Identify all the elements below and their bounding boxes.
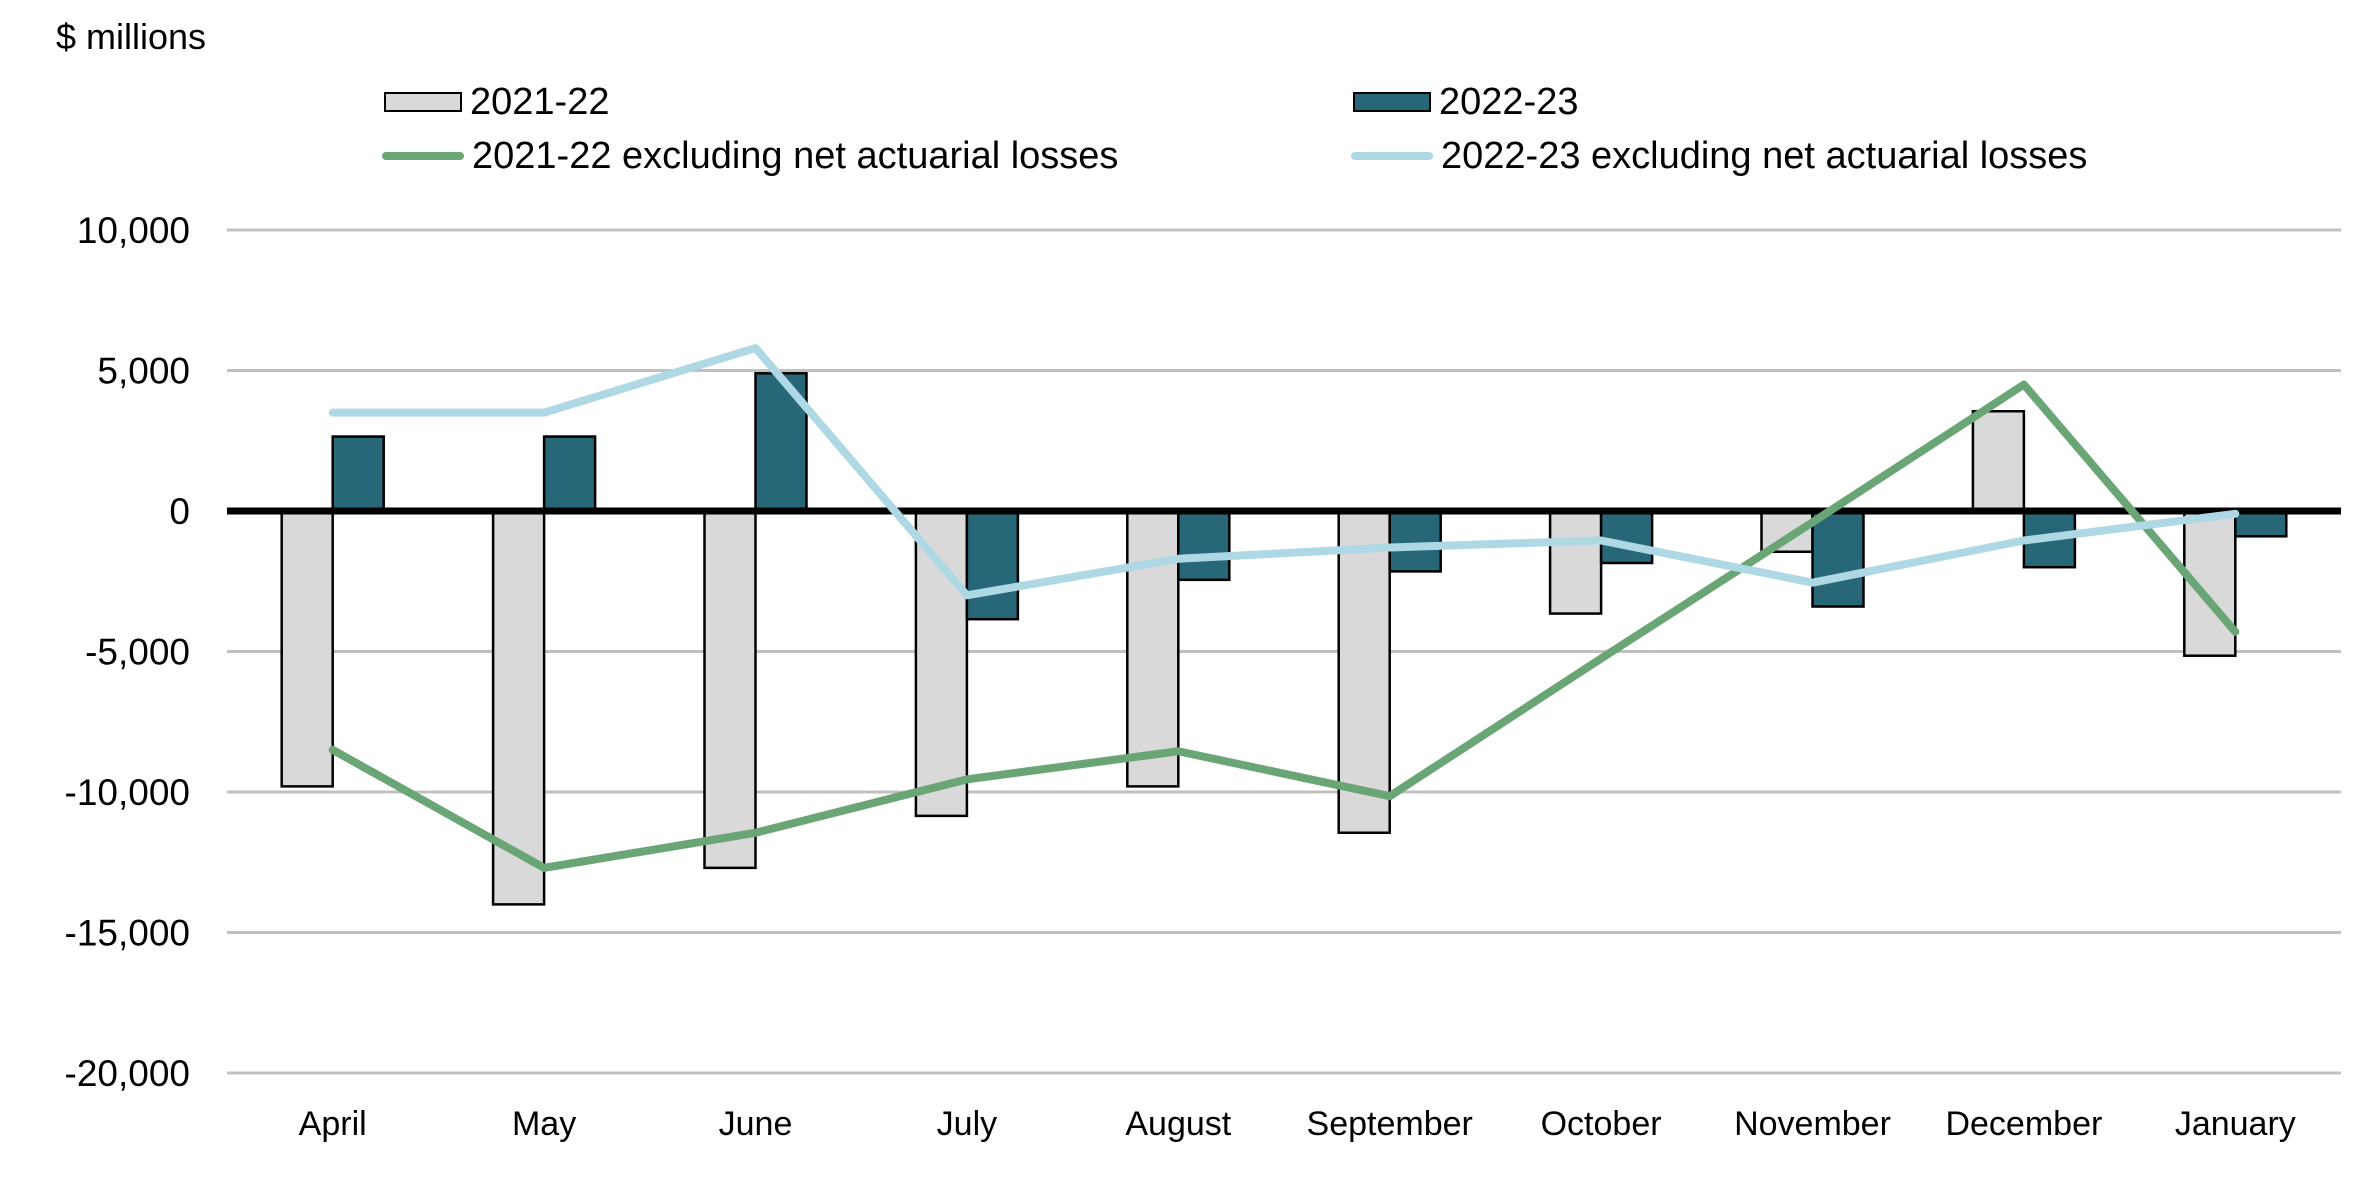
bar-2021-22-june [703,509,757,870]
bar-2021-22-december [1971,409,2026,513]
x-tick-label: July [937,1105,997,1143]
x-tick-label: August [1125,1105,1231,1143]
y-tick-label: -10,000 [65,772,191,813]
legend-item-2021-22: 2021-22 [384,80,609,124]
bar-2022-23-september [1388,509,1442,573]
y-tick-label: -20,000 [65,1053,191,1094]
bar-2021-22-september [1337,509,1391,834]
bar-2022-23-january [2234,509,2288,538]
legend-swatch-bar-2021-22 [384,92,462,112]
legend-item-2021-22-excl: 2021-22 excluding net actuarial losses [382,134,1118,178]
line-series-2022-23-excluding-net-actuarial-losses [328,344,2240,600]
legend-label: 2022-23 excluding net actuarial losses [1441,134,2088,177]
bar-2021-22-october [1548,509,1603,615]
x-tick-label: June [719,1105,793,1143]
legend-swatch-line-2021-22-excl [382,152,464,160]
x-tick-label: May [512,1105,576,1143]
legend-label: 2022-23 [1439,80,1579,123]
bar-2021-22-july [914,509,969,818]
legend-item-2022-23-excl: 2022-23 excluding net actuarial losses [1351,134,2087,178]
legend-label: 2021-22 [470,80,610,123]
x-tick-label: April [299,1105,367,1143]
y-tick-label: -5,000 [85,632,190,673]
legend-swatch-bar-2022-23 [1353,92,1431,112]
x-tick-label: September [1307,1105,1473,1143]
bar-2021-22-april [280,509,334,788]
bar-2022-23-august [1177,509,1231,582]
x-tick-label: December [1945,1105,2102,1143]
y-tick-label: 0 [169,491,190,532]
bar-2022-23-october [1599,509,1654,565]
bar-2022-23-november [1811,509,1865,608]
line-series-2021-22-excluding-net-actuarial-losses [328,380,2240,872]
x-tick-label: October [1541,1105,1662,1143]
y-tick-label: 10,000 [77,210,190,251]
legend-label: 2021-22 excluding net actuarial losses [472,134,1119,177]
bar-2021-22-may [491,509,546,906]
bar-2022-23-may [542,435,597,513]
bar-2022-23-july [965,509,1020,621]
y-tick-label: 5,000 [97,351,190,392]
legend-item-2022-23: 2022-23 [1353,80,1578,124]
y-axis-unit-label: $ millions [56,16,207,57]
bar-2021-22-august [1126,509,1180,788]
x-tick-label: January [2175,1105,2296,1143]
legend-swatch-line-2022-23-excl [1351,152,1433,160]
x-tick-label: November [1734,1105,1891,1143]
bar-2022-23-april [331,435,385,513]
y-tick-label: -15,000 [65,913,191,954]
